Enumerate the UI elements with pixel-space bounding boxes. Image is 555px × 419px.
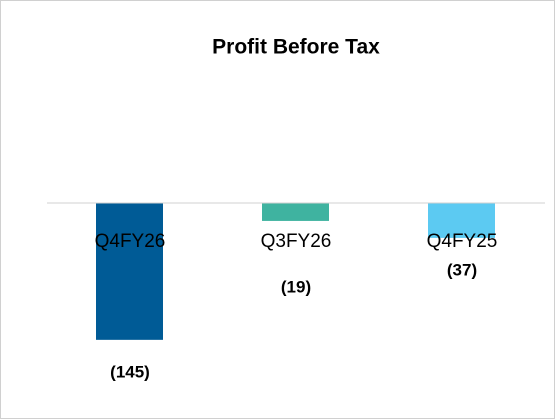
data-label: (19) bbox=[281, 277, 311, 296]
data-label: (37) bbox=[447, 260, 477, 279]
data-label: (145) bbox=[110, 362, 150, 381]
chart-title: Profit Before Tax bbox=[212, 36, 380, 59]
x-tick-label: Q3FY26 bbox=[261, 231, 332, 252]
bar bbox=[428, 203, 495, 238]
bar bbox=[96, 203, 163, 340]
bar bbox=[262, 203, 329, 221]
x-tick-label: Q4FY25 bbox=[427, 231, 498, 252]
x-tick-label: Q4FY26 bbox=[95, 231, 166, 252]
